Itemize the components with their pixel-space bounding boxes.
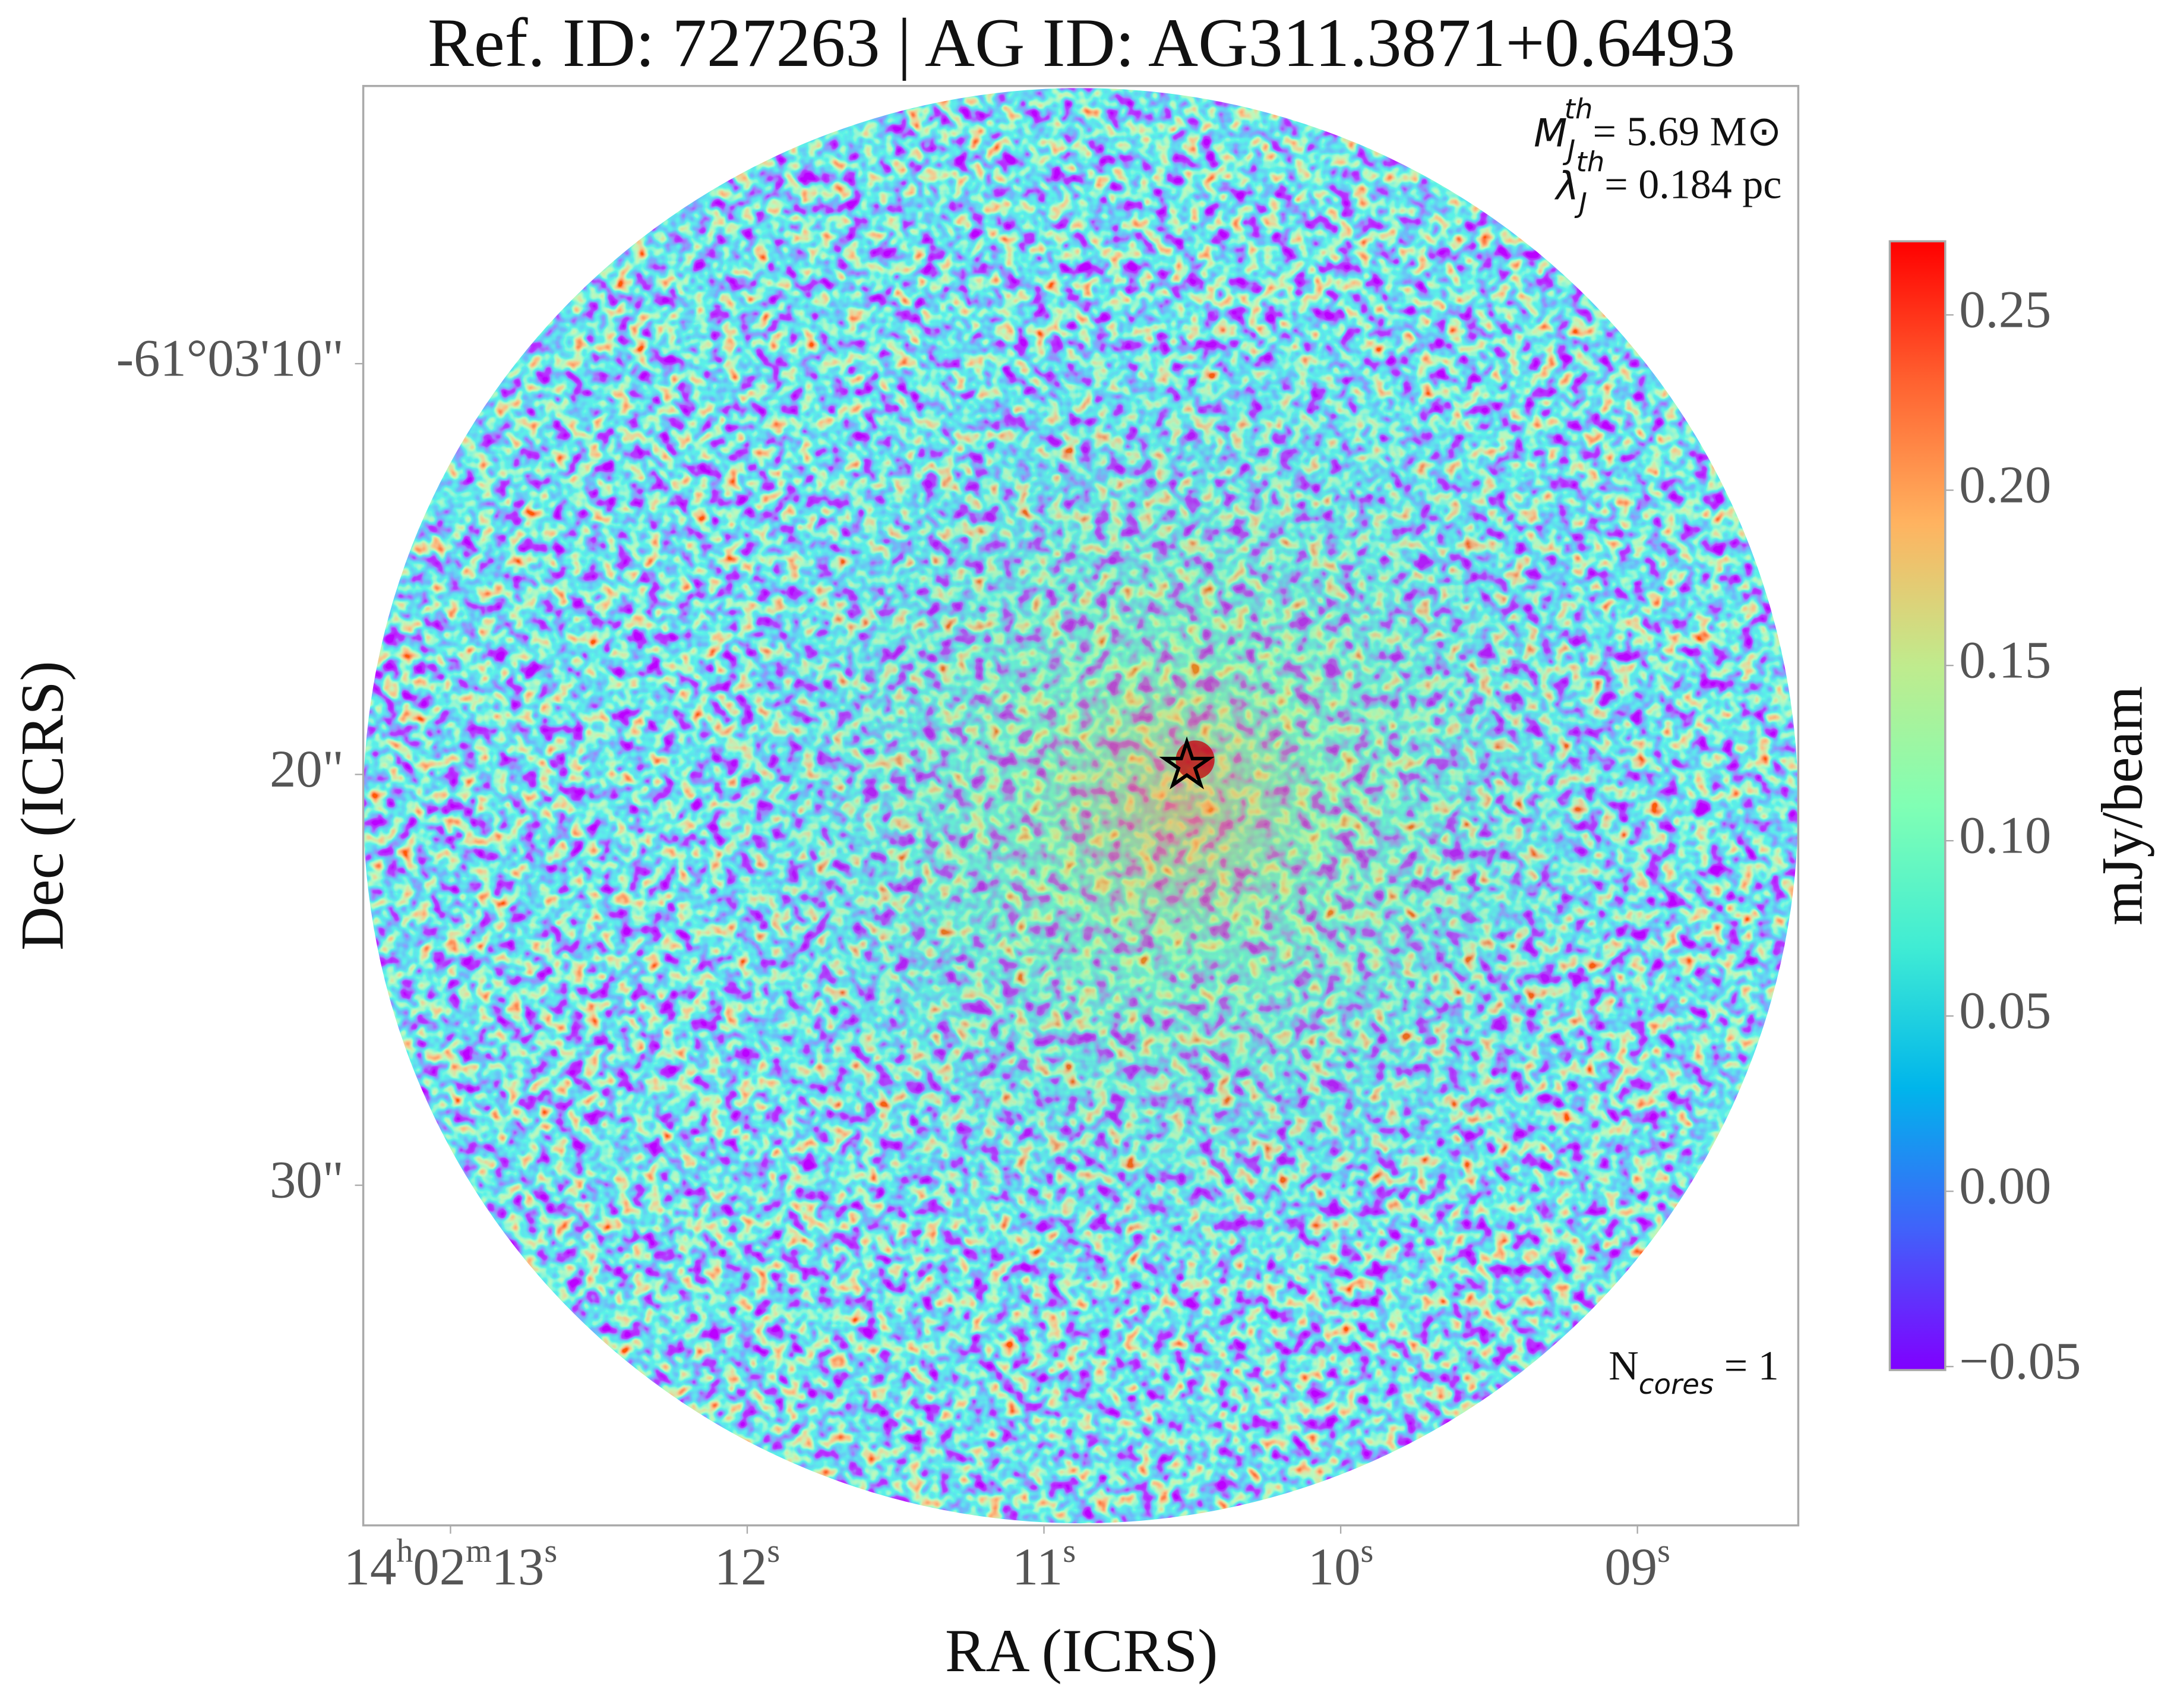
colorbar: [1888, 240, 1947, 1371]
y-tick-label: 30": [270, 1151, 344, 1209]
colorbar-label: mJy/beam: [2090, 686, 2154, 926]
x-tick-label-part: 10: [1308, 1538, 1361, 1596]
y-axis-label: Dec (ICRS): [8, 661, 76, 951]
colorbar-tick-label: 0.15: [1959, 631, 2051, 689]
x-tick-label-part: s: [1657, 1533, 1670, 1570]
y-tick-label: -61°03'10": [116, 330, 344, 388]
x-axis-label: RA (ICRS): [945, 1617, 1218, 1685]
x-tick-label: 10s: [1308, 1533, 1374, 1596]
x-tick-label-part: 13: [492, 1538, 545, 1596]
x-tick-label: 11s: [1012, 1533, 1076, 1596]
annotation-text: = 1: [1714, 1343, 1779, 1389]
x-tick-label: 14h02m13s: [344, 1533, 557, 1596]
axes-frame: [362, 84, 1800, 1527]
x-tick-label-part: 02: [413, 1538, 466, 1596]
x-tick-label: 12s: [715, 1533, 781, 1596]
x-tick-label: 09s: [1604, 1533, 1670, 1596]
x-tick-label-part: 14: [344, 1538, 397, 1596]
x-tick-label-part: s: [767, 1533, 780, 1570]
annotation: MJth= 5.69 M⊙: [1534, 93, 1781, 166]
colorbar-tick-label: −0.05: [1959, 1333, 2081, 1391]
x-tick-label-part: s: [1063, 1533, 1076, 1570]
annotation: λJth= 0.184 pc: [1554, 146, 1782, 219]
annotation-sup: th: [1565, 93, 1593, 125]
x-tick-label-part: 12: [715, 1538, 767, 1596]
colorbar-tick-label: 0.00: [1959, 1157, 2051, 1216]
y-tick-label: 20": [270, 740, 344, 798]
annotation-sub: cores: [1639, 1369, 1714, 1401]
annotation-sup: th: [1576, 146, 1604, 178]
chart-title: Ref. ID: 727263 | AG ID: AG311.3871+0.64…: [428, 5, 1735, 81]
x-tick-label-part: 11: [1012, 1538, 1063, 1596]
x-tick-label-part: s: [1361, 1533, 1374, 1570]
annotation: Ncores = 1: [1609, 1343, 1779, 1400]
annotation-text: = 5.69 M⊙: [1592, 109, 1781, 155]
annotation-text: = 0.184 pc: [1604, 162, 1781, 208]
annotation-symbol: N: [1609, 1343, 1639, 1389]
x-tick-label-part: h: [396, 1533, 413, 1570]
annotation-symbol: M: [1534, 111, 1567, 156]
colorbar-tick-label: 0.10: [1959, 807, 2051, 865]
annotation-symbol: λ: [1554, 164, 1579, 209]
x-tick-label-part: s: [544, 1533, 557, 1570]
x-tick-label-part: m: [466, 1533, 492, 1570]
colorbar-tick-label: 0.20: [1959, 456, 2051, 514]
x-tick-label-part: 09: [1604, 1538, 1657, 1596]
colorbar-tick-label: 0.25: [1959, 280, 2051, 339]
colorbar-tick-label: 0.05: [1959, 982, 2051, 1040]
image: [363, 88, 1799, 1524]
map-glow: [363, 88, 1799, 1524]
core-marker: [1159, 736, 1215, 790]
